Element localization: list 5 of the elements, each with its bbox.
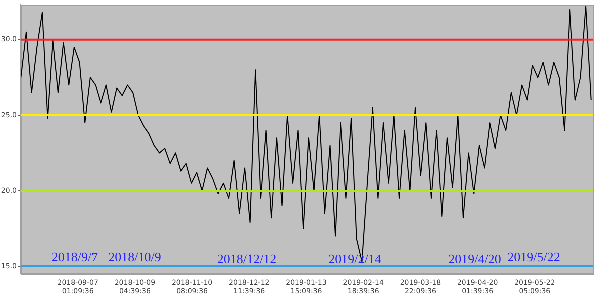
annotation: 2018/12/12 bbox=[217, 251, 277, 266]
annotation: 2019/5/22 bbox=[508, 249, 560, 264]
annotation: 2018/10/9 bbox=[108, 249, 162, 264]
annotation: 2019/4/20 bbox=[448, 251, 502, 266]
annotation: 2018/9/7 bbox=[52, 249, 99, 264]
